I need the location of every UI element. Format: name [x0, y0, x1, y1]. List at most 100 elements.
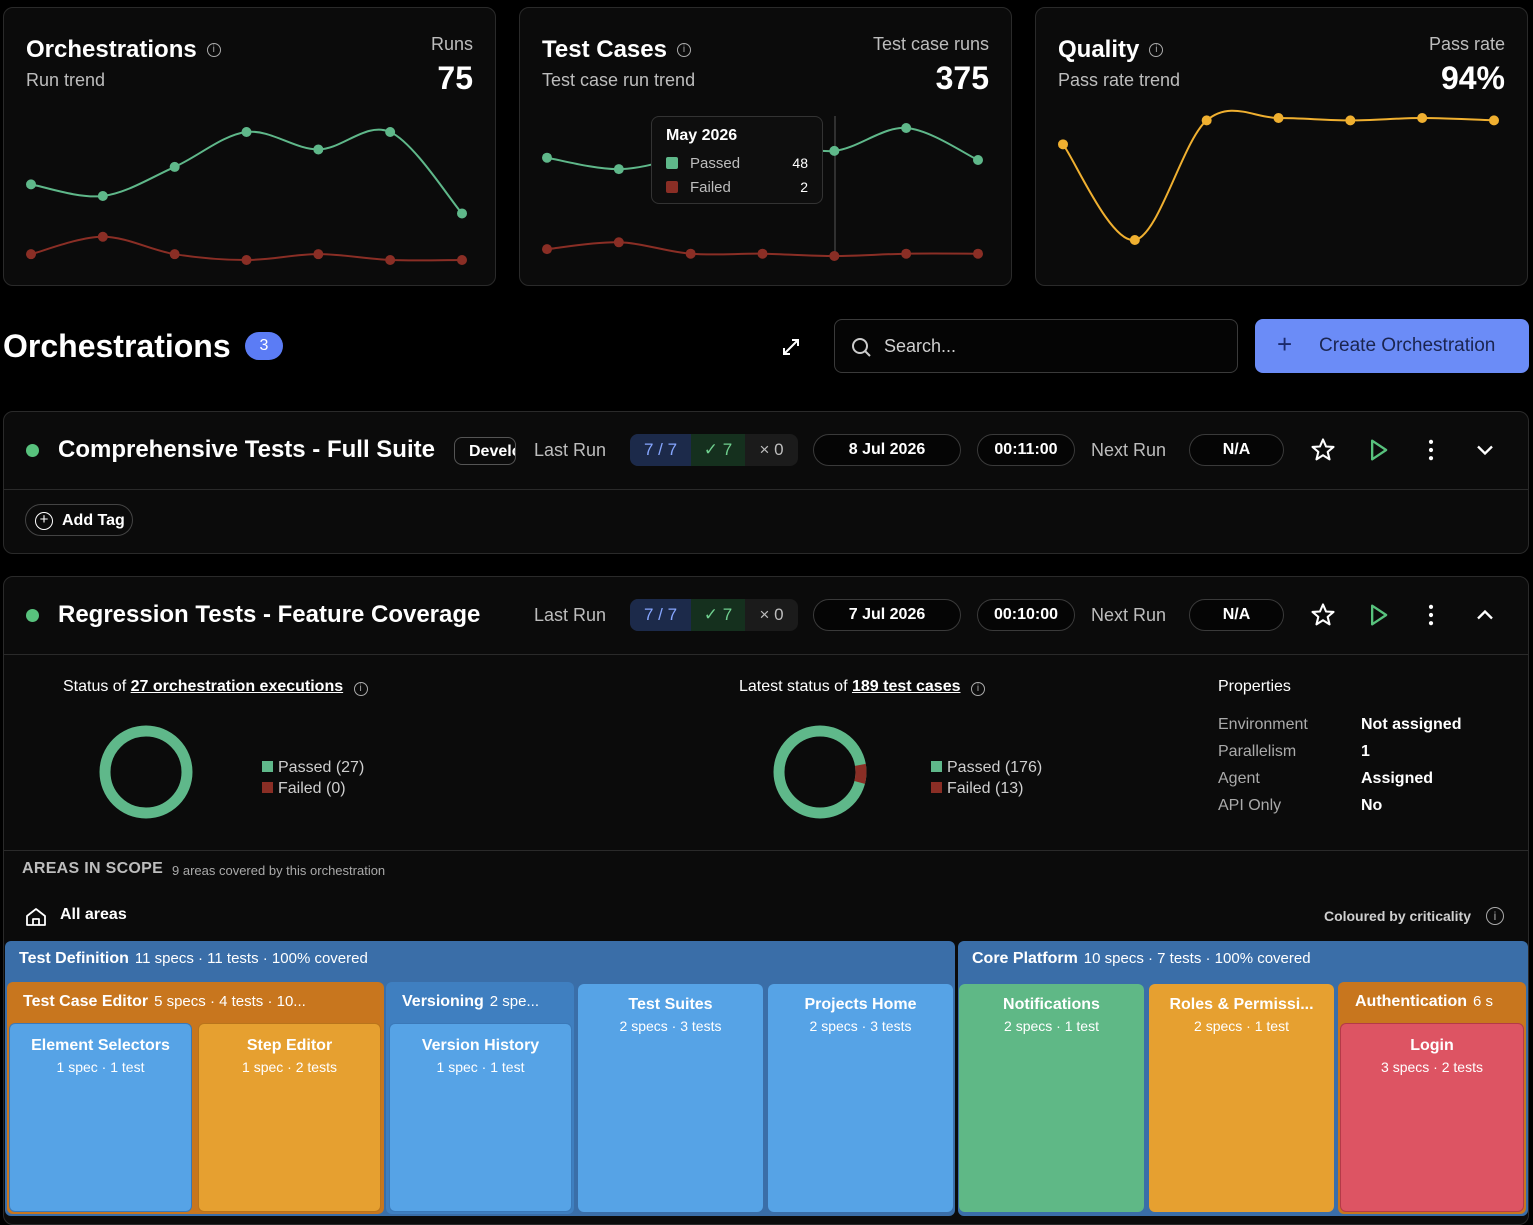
series-line — [30, 128, 463, 215]
expand-icon — [783, 339, 799, 355]
create-orchestration-label: Create Orchestration — [1319, 335, 1496, 356]
test-cases-link[interactable]: 189 test cases — [851, 678, 961, 695]
card-title: Quality — [1058, 36, 1140, 63]
area-name: Login — [1410, 1037, 1454, 1054]
quality-card: Quality i Pass rate trend Pass rate 94% — [1035, 7, 1528, 286]
legend-failed-label: Failed (0) — [278, 780, 346, 797]
info-icon[interactable]: i — [1486, 907, 1504, 925]
area-test-suites[interactable]: Test Suites 2 specs · 3 tests — [578, 984, 763, 1212]
play-icon[interactable] — [1364, 436, 1392, 464]
tooltip-passed-row: Passed 48 — [666, 151, 808, 175]
run-results: 7 / 7 ✓ 7 × 0 — [630, 434, 798, 466]
data-point[interactable] — [26, 179, 36, 190]
data-point[interactable] — [97, 191, 108, 201]
data-point[interactable] — [542, 244, 552, 255]
more-options-icon[interactable] — [1417, 601, 1445, 629]
info-icon[interactable]: i — [1149, 43, 1164, 57]
data-point[interactable] — [385, 255, 396, 265]
data-point[interactable] — [169, 161, 180, 172]
home-icon[interactable] — [24, 905, 48, 929]
donut-failed-arc — [773, 725, 867, 819]
data-point[interactable] — [1489, 115, 1499, 126]
star-icon[interactable] — [1309, 436, 1337, 464]
data-point[interactable] — [542, 152, 552, 163]
info-icon[interactable]: i — [353, 682, 368, 696]
legend-failed: Failed (0) — [262, 778, 364, 799]
data-point[interactable] — [901, 123, 912, 133]
data-point[interactable] — [1345, 115, 1356, 126]
run-ratio: 7 / 7 — [630, 599, 691, 631]
data-point[interactable] — [1273, 113, 1284, 123]
test-cases-prefix: Latest status of — [739, 678, 848, 695]
data-point[interactable] — [241, 255, 252, 265]
data-point[interactable] — [973, 155, 983, 165]
data-point[interactable] — [241, 127, 252, 137]
orchestration-row: Comprehensive Tests - Full Suite Develop… — [3, 411, 1529, 554]
area-name: Test Case Editor — [23, 993, 149, 1010]
data-point[interactable] — [97, 231, 108, 242]
data-point[interactable] — [1129, 235, 1140, 245]
data-point[interactable] — [457, 255, 467, 265]
all-areas-breadcrumb[interactable]: All areas — [60, 906, 127, 923]
info-icon[interactable]: i — [676, 43, 691, 57]
expand-button[interactable] — [776, 332, 806, 362]
data-point[interactable] — [1417, 113, 1428, 123]
data-point[interactable] — [385, 127, 396, 137]
area-name: Version History — [421, 1037, 540, 1054]
run-trend-chart[interactable] — [4, 8, 497, 287]
chevron-up-icon[interactable] — [1471, 601, 1499, 629]
data-point[interactable] — [973, 248, 983, 259]
area-notifications[interactable]: Notifications 2 specs · 1 test — [959, 984, 1144, 1212]
environment-tag: Development — [454, 437, 516, 465]
search-box[interactable]: Search... — [834, 319, 1238, 373]
data-point[interactable] — [829, 145, 840, 156]
info-icon[interactable]: i — [970, 682, 985, 696]
info-icon[interactable]: i — [206, 43, 221, 57]
data-point[interactable] — [313, 249, 324, 260]
add-circle-icon: + — [35, 512, 53, 530]
orchestration-name[interactable]: Comprehensive Tests - Full Suite — [58, 436, 435, 463]
tooltip-failed-label: Failed — [690, 178, 731, 196]
data-point[interactable] — [829, 251, 840, 261]
area-login[interactable]: Login 3 specs · 2 tests — [1340, 1023, 1524, 1212]
orchestration-name[interactable]: Regression Tests - Feature Coverage — [58, 601, 481, 628]
executions-link[interactable]: 27 orchestration executions — [130, 678, 344, 695]
metric-value: 75 — [437, 60, 473, 96]
data-point[interactable] — [26, 249, 36, 260]
area-meta: 1 spec · 2 tests — [242, 1059, 337, 1075]
executions-donut — [99, 725, 193, 819]
star-icon[interactable] — [1309, 601, 1337, 629]
more-options-icon[interactable] — [1417, 436, 1445, 464]
tooltip-title: May 2026 — [666, 127, 738, 144]
data-point[interactable] — [1201, 115, 1212, 126]
card-title: Test Cases — [542, 36, 667, 63]
data-point[interactable] — [1058, 139, 1068, 150]
count-badge: 3 — [245, 332, 283, 360]
area-roles-permissions[interactable]: Roles & Permissi... 2 specs · 1 test — [1149, 984, 1334, 1212]
area-step-editor[interactable]: Step Editor 1 spec · 2 tests — [198, 1023, 381, 1212]
data-point[interactable] — [313, 144, 324, 155]
area-version-history[interactable]: Version History 1 spec · 1 test — [389, 1023, 572, 1212]
run-duration: 00:11:00 — [977, 434, 1075, 466]
group-name: Core Platform — [972, 950, 1078, 967]
add-tag-button[interactable]: + Add Tag — [25, 504, 133, 536]
run-ratio: 7 / 7 — [630, 434, 691, 466]
group-name: Test Definition — [19, 950, 129, 967]
search-input[interactable]: Search... — [884, 336, 957, 356]
executions-prefix: Status of — [63, 678, 127, 695]
data-point[interactable] — [901, 248, 912, 259]
create-orchestration-button[interactable]: + Create Orchestration — [1255, 319, 1529, 373]
pass-rate-trend-chart[interactable] — [1036, 8, 1529, 287]
data-point[interactable] — [613, 164, 624, 175]
data-point[interactable] — [757, 248, 768, 259]
data-point[interactable] — [685, 248, 696, 259]
data-point[interactable] — [169, 249, 180, 260]
area-projects-home[interactable]: Projects Home 2 specs · 3 tests — [768, 984, 953, 1212]
area-meta: 2 specs · 1 test — [1194, 1018, 1289, 1034]
data-point[interactable] — [613, 237, 624, 248]
play-icon[interactable] — [1364, 601, 1392, 629]
area-element-selectors[interactable]: Element Selectors 1 spec · 1 test — [9, 1023, 192, 1212]
coloured-by-label: Coloured by criticality — [1323, 908, 1471, 924]
chevron-down-icon[interactable] — [1471, 436, 1499, 464]
data-point[interactable] — [457, 208, 467, 219]
